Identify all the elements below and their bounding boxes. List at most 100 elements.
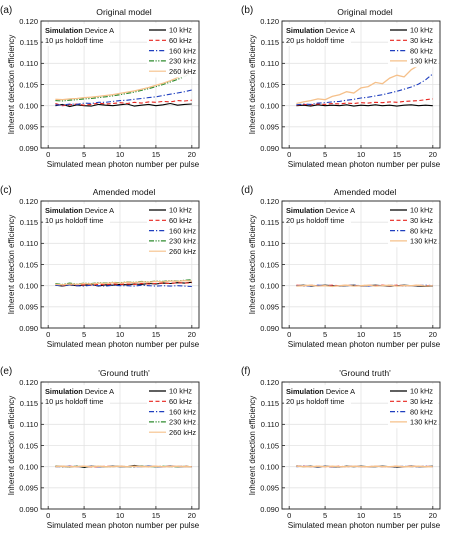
y-tick-label: 0.120	[260, 17, 279, 26]
chart-panel-a: 0.090 0.095 0.100 0.105 0.110 0.115 0.120 0 5 10 1…	[0, 5, 200, 169]
x-axis-label: Simulated mean photon number per pulse	[288, 340, 441, 349]
y-tick-label: 0.115	[261, 38, 279, 47]
series-line-260-khz	[55, 465, 192, 468]
x-tick-label: 0	[46, 511, 50, 520]
annotation-background	[43, 204, 110, 226]
y-tick-label: 0.095	[19, 484, 38, 493]
x-tick-label: 5	[82, 150, 86, 159]
y-tick-label: 0.090	[260, 144, 279, 153]
annotation-background	[43, 24, 110, 46]
x-tick-label: 5	[82, 511, 86, 520]
series-line-130-khz	[296, 465, 433, 468]
x-tick-label: 10	[357, 150, 365, 159]
y-tick-label: 0.100	[260, 281, 279, 290]
x-tick-label: 0	[46, 330, 50, 339]
x-tick-label: 10	[116, 511, 124, 520]
legend-label: 30 kHz	[410, 36, 433, 45]
y-tick-label: 0.100	[19, 281, 38, 290]
y-tick-label: 0.120	[260, 197, 279, 206]
legend-background	[147, 23, 197, 78]
annotation-rest: Device A	[83, 387, 114, 396]
legend-label: 10 kHz	[410, 26, 433, 35]
series-line-130-khz	[296, 284, 433, 288]
simulation-annotation: Simulation Device A10 μs holdoff time	[43, 385, 114, 407]
series-line-10-khz	[296, 104, 433, 107]
y-axis-label: Inherent detection efficiency	[248, 396, 257, 495]
panel-label: (b)	[241, 5, 253, 16]
panel-label: (d)	[241, 185, 253, 196]
annotation-bold: Simulation	[286, 206, 324, 215]
series-line-60-khz	[55, 282, 192, 287]
annotation-line-1: Simulation Device A	[45, 387, 114, 396]
y-tick-label: 0.115	[20, 399, 38, 408]
annotation-bold: Simulation	[45, 26, 83, 35]
y-tick-label: 0.095	[19, 123, 38, 132]
y-tick-label: 0.100	[19, 101, 38, 110]
x-tick-label: 5	[323, 511, 327, 520]
legend-label: 230 kHz	[169, 418, 196, 427]
annotation-rest: Device A	[324, 206, 355, 215]
x-tick-label: 20	[429, 511, 437, 520]
legend-label: 10 kHz	[169, 26, 192, 35]
x-axis-label: Simulated mean photon number per pulse	[47, 340, 200, 349]
series-line-10-khz	[55, 102, 192, 108]
y-tick-label: 0.110	[20, 420, 38, 429]
y-tick-label: 0.105	[260, 260, 279, 269]
y-tick-label: 0.090	[19, 324, 38, 333]
y-tick-label: 0.095	[260, 484, 279, 493]
legend-label: 60 kHz	[169, 397, 192, 406]
legend-label: 160 kHz	[169, 46, 196, 55]
y-tick-label: 0.115	[20, 218, 38, 227]
legend-label: 260 kHz	[169, 247, 196, 256]
legend-label: 160 kHz	[169, 226, 196, 235]
annotation-background	[284, 24, 351, 46]
legend-label: 10 kHz	[169, 387, 192, 396]
y-axis-label: Inherent detection efficiency	[248, 35, 257, 134]
annotation-line-1: Simulation Device A	[286, 387, 355, 396]
legend-label: 10 kHz	[410, 387, 433, 396]
annotation-line-2: 10 μs holdoff time	[45, 36, 103, 45]
chart-title: Original model	[337, 7, 392, 17]
x-tick-label: 5	[82, 330, 86, 339]
annotation-line-2: 10 μs holdoff time	[45, 397, 103, 406]
y-tick-label: 0.105	[19, 80, 38, 89]
legend-label: 160 kHz	[169, 407, 196, 416]
x-tick-label: 5	[323, 330, 327, 339]
legend-label: 130 kHz	[410, 57, 437, 66]
simulation-annotation: Simulation Device A10 μs holdoff time	[43, 204, 114, 226]
x-tick-label: 15	[152, 150, 160, 159]
y-tick-label: 0.095	[260, 123, 279, 132]
annotation-background	[284, 204, 351, 226]
legend-label: 60 kHz	[169, 36, 192, 45]
x-axis-label: Simulated mean photon number per pulse	[47, 521, 200, 530]
y-tick-label: 0.095	[19, 303, 38, 312]
simulation-annotation: Simulation Device A20 μs holdoff time	[284, 24, 355, 46]
y-tick-label: 0.110	[261, 239, 279, 248]
y-tick-label: 0.115	[261, 218, 279, 227]
annotation-rest: Device A	[324, 387, 355, 396]
y-tick-label: 0.105	[19, 260, 38, 269]
simulation-annotation: Simulation Device A20 μs holdoff time	[284, 385, 355, 407]
annotation-line-2: 20 μs holdoff time	[286, 397, 344, 406]
simulation-annotation: Simulation Device A20 μs holdoff time	[284, 204, 355, 226]
y-tick-label: 0.110	[261, 420, 279, 429]
annotation-rest: Device A	[83, 206, 114, 215]
annotation-line-2: 20 μs holdoff time	[286, 36, 344, 45]
panel-label: (c)	[0, 185, 12, 196]
x-axis-label: Simulated mean photon number per pulse	[288, 521, 441, 530]
series-line-130-khz	[296, 48, 434, 105]
panel-label: (f)	[241, 366, 250, 377]
series-line-260-khz	[55, 69, 193, 101]
y-axis-label: Inherent detection efficiency	[248, 215, 257, 314]
x-tick-label: 10	[116, 150, 124, 159]
y-tick-label: 0.090	[19, 505, 38, 514]
annotation-line-2: 20 μs holdoff time	[286, 216, 344, 225]
annotation-line-1: Simulation Device A	[286, 206, 355, 215]
y-tick-label: 0.100	[260, 462, 279, 471]
annotation-rest: Device A	[83, 26, 114, 35]
series-line-160-khz	[55, 284, 192, 288]
x-tick-label: 20	[429, 330, 437, 339]
legend-label: 130 kHz	[410, 237, 437, 246]
legend-label: 80 kHz	[410, 46, 433, 55]
